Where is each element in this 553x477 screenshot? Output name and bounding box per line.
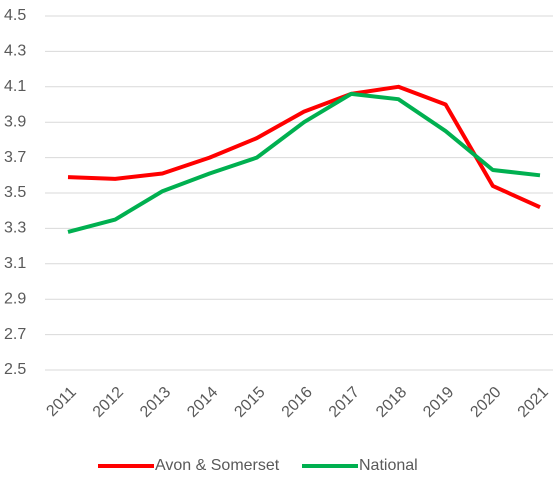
y-tick-label: 2.9 — [4, 290, 26, 307]
y-tick-label: 3.7 — [4, 149, 26, 166]
line-series — [67, 84, 541, 209]
y-tick-label: 3.5 — [4, 184, 26, 201]
line-series — [67, 91, 541, 234]
y-tick-label: 3.9 — [4, 113, 26, 130]
legend-label: National — [359, 457, 418, 474]
y-tick-label: 4.1 — [4, 78, 26, 95]
x-tick-label: 2017 — [326, 384, 363, 421]
y-tick-label: 4.3 — [4, 43, 26, 60]
x-tick-label: 2012 — [90, 384, 127, 421]
y-tick-label: 2.7 — [4, 326, 26, 343]
y-tick-label: 3.1 — [4, 255, 26, 272]
x-tick-label: 2020 — [467, 384, 504, 421]
x-tick-label: 2014 — [184, 384, 221, 421]
x-tick-label: 2021 — [515, 384, 552, 421]
x-tick-label: 2013 — [137, 384, 174, 421]
y-tick-label: 2.5 — [4, 361, 26, 378]
x-tick-label: 2011 — [43, 384, 79, 420]
x-tick-label: 2018 — [373, 384, 410, 421]
y-tick-label: 3.3 — [4, 220, 26, 237]
x-tick-label: 2016 — [279, 384, 316, 421]
legend-label: Avon & Somerset — [155, 457, 280, 474]
x-tick-label: 2015 — [231, 384, 268, 421]
x-tick-label: 2019 — [420, 384, 457, 421]
y-tick-label: 4.5 — [4, 7, 26, 24]
